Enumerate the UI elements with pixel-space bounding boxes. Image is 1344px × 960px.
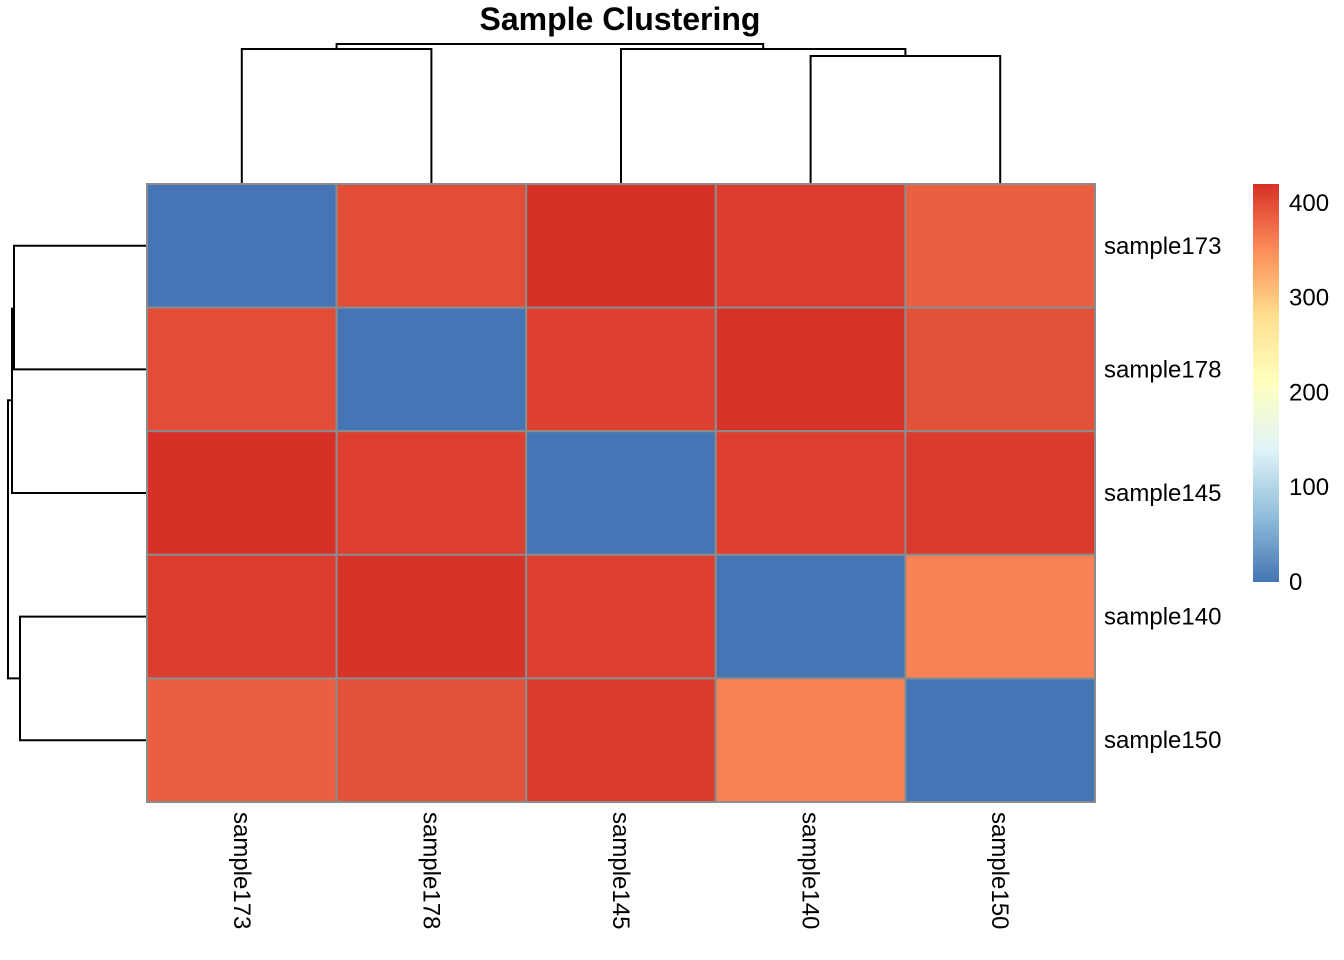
heatmap-cell (904, 306, 1097, 433)
heatmap-cell (146, 553, 338, 680)
heatmap-cell (904, 677, 1097, 804)
heatmap-cell (714, 677, 907, 804)
chart-title: Sample Clustering (480, 1, 761, 37)
heatmap-cell (335, 677, 528, 804)
heatmap-cell (146, 183, 338, 309)
heatmap-cell (146, 677, 338, 804)
colorbar-legend: 0 100 200 300 400 (1253, 184, 1329, 596)
dendrogram-branch (240, 48, 433, 184)
colorbar-gradient (1253, 184, 1279, 582)
row-label: sample150 (1104, 727, 1221, 754)
dendrogram-branch (620, 48, 907, 184)
column-dendrogram (240, 43, 1002, 184)
column-label: sample150 (986, 812, 1013, 929)
heatmap-cell (146, 306, 338, 433)
heatmap-cells (146, 183, 1097, 804)
colorbar-tick-label: 200 (1289, 379, 1329, 406)
heatmap-cell (904, 183, 1097, 309)
heatmap-cell (335, 183, 528, 309)
column-label: sample140 (797, 812, 824, 929)
row-labels: sample173 sample178 sample145 sample140 samp… (1104, 233, 1221, 754)
row-label: sample145 (1104, 480, 1221, 507)
heatmap-cell (525, 183, 717, 309)
dendrogram-branch (809, 55, 1002, 184)
heatmap-cell (714, 306, 907, 433)
heatmap-cell (714, 183, 907, 309)
heatmap-cell (714, 430, 907, 556)
heatmap-cell (525, 306, 717, 433)
heatmap-cell (904, 553, 1097, 680)
heatmap-cell (335, 553, 528, 680)
colorbar-tick-label: 0 (1289, 569, 1302, 596)
colorbar-tick-label: 100 (1289, 474, 1329, 501)
column-label: sample173 (228, 812, 255, 929)
heatmap-cell (525, 430, 717, 556)
row-label: sample178 (1104, 356, 1221, 383)
dendrogram-branch (19, 615, 147, 742)
dendrogram-branch (13, 244, 147, 371)
heatmap-cell (525, 553, 717, 680)
heatmap-cell (525, 677, 717, 804)
dendrogram-branch (335, 43, 765, 49)
column-label: sample178 (417, 812, 444, 929)
heatmap-cell (335, 430, 528, 556)
dendrogram-branch (11, 307, 147, 494)
column-labels: sample173 sample178 sample145 sample140 samp… (228, 812, 1013, 929)
dendrogram-branch (7, 399, 20, 680)
row-label: sample140 (1104, 604, 1221, 631)
heatmap-cell (904, 430, 1097, 556)
column-label: sample145 (607, 812, 634, 929)
heatmap-cell (146, 430, 338, 556)
colorbar-tick-label: 400 (1289, 190, 1329, 217)
colorbar-tick-label: 300 (1289, 285, 1329, 312)
row-dendrogram (7, 244, 147, 742)
heatmap-cell (335, 306, 528, 433)
row-label: sample173 (1104, 233, 1221, 260)
heatmap-cell (714, 553, 907, 680)
